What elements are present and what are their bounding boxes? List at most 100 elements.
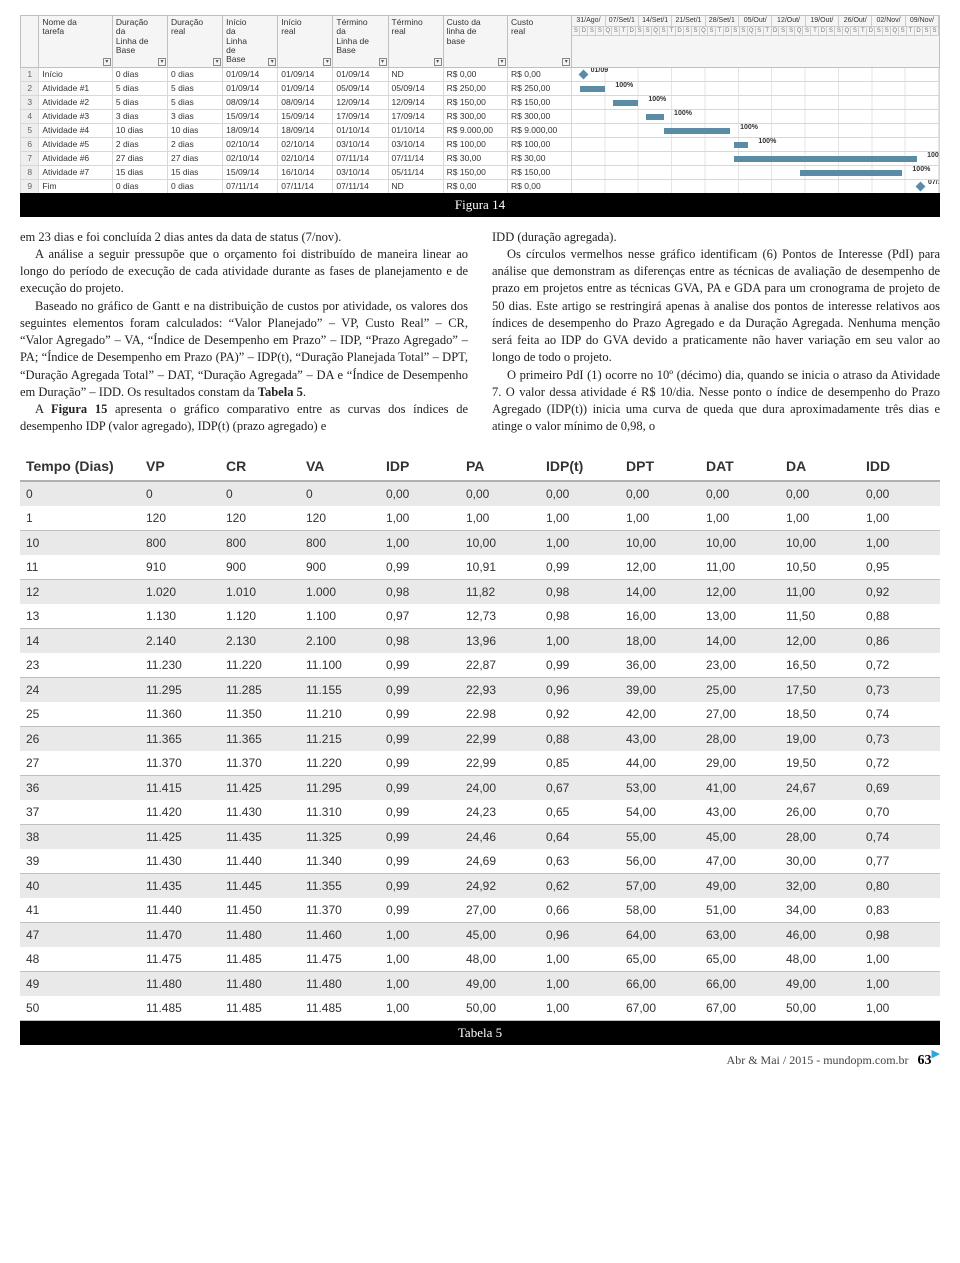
table5-header: IDP bbox=[380, 450, 460, 481]
row-number: 7 bbox=[21, 151, 39, 165]
row-number: 1 bbox=[21, 67, 39, 81]
gantt-header[interactable]: TérminodaLinha deBase▾ bbox=[333, 16, 388, 68]
body-paragraph: A Figura 15 apresenta o gráfico comparat… bbox=[20, 401, 468, 436]
gantt-header[interactable]: Custoreal▾ bbox=[507, 16, 571, 68]
footer-text: Abr & Mai / 2015 - mundopm.com.br bbox=[727, 1053, 909, 1067]
gantt-bar: 100% bbox=[646, 114, 664, 120]
table5-header: IDD bbox=[860, 450, 940, 481]
row-number: 4 bbox=[21, 109, 39, 123]
gantt-bar-cell: 100% bbox=[572, 123, 940, 137]
gantt-chart: Nome datarefa▾DuraçãodaLinha deBase▾Dura… bbox=[20, 15, 940, 194]
gantt-bar-cell: 100% bbox=[572, 95, 940, 109]
filter-icon[interactable]: ▾ bbox=[434, 58, 442, 66]
table-row: 4111.44011.45011.3700,9927,000,6658,0051… bbox=[20, 898, 940, 923]
task-name: Atividade #6 bbox=[39, 151, 113, 165]
gantt-bar: 100% bbox=[734, 156, 917, 162]
gantt-bar-cell: 100% bbox=[572, 81, 940, 95]
gantt-bar-cell: 100% bbox=[572, 109, 940, 123]
table5-header: Tempo (Dias) bbox=[20, 450, 140, 481]
gantt-bar: 100% bbox=[664, 128, 730, 134]
gantt-header[interactable]: Términoreal▾ bbox=[388, 16, 443, 68]
table5-header: IDP(t) bbox=[540, 450, 620, 481]
gantt-bar: 100% bbox=[580, 86, 606, 92]
gantt-header[interactable]: Duraçãoreal▾ bbox=[168, 16, 223, 68]
page-footer: Abr & Mai / 2015 - mundopm.com.br 63 bbox=[20, 1053, 940, 1069]
filter-icon[interactable]: ▾ bbox=[268, 58, 276, 66]
row-number: 6 bbox=[21, 137, 39, 151]
row-number: 2 bbox=[21, 81, 39, 95]
tabela-5: Tempo (Dias)VPCRVAIDPPAIDP(t)DPTDATDAIDD… bbox=[20, 450, 940, 1021]
table-row: 3811.42511.43511.3250,9924,460,6455,0045… bbox=[20, 824, 940, 849]
task-name: Atividade #1 bbox=[39, 81, 113, 95]
table5-header: PA bbox=[460, 450, 540, 481]
table-row: 4811.47511.48511.4751,0048,001,0065,0065… bbox=[20, 947, 940, 972]
gantt-header[interactable] bbox=[21, 16, 39, 68]
task-name: Atividade #7 bbox=[39, 165, 113, 179]
task-name: Atividade #3 bbox=[39, 109, 113, 123]
milestone-label: 07/11 bbox=[928, 179, 940, 186]
filter-icon[interactable]: ▾ bbox=[498, 58, 506, 66]
table-row: 119109009000,9910,910,9912,0011,0010,500… bbox=[20, 555, 940, 580]
page-number: 63 bbox=[918, 1053, 932, 1068]
gantt-bar: 100% bbox=[613, 100, 639, 106]
table-row: 142.1402.1302.1000,9813,961,0018,0014,00… bbox=[20, 628, 940, 653]
body-paragraph: A análise a seguir pressupõe que o orçam… bbox=[20, 246, 468, 298]
table-row: 121.0201.0101.0000,9811,820,9814,0012,00… bbox=[20, 579, 940, 604]
body-paragraph: Baseado no gráfico de Gantt e na distrib… bbox=[20, 298, 468, 402]
table-row: 2311.23011.22011.1000,9922,870,9936,0023… bbox=[20, 653, 940, 678]
table-row: 108008008001,0010,001,0010,0010,0010,001… bbox=[20, 530, 940, 555]
body-paragraph: IDD (duração agregada). bbox=[492, 229, 940, 246]
task-name: Atividade #2 bbox=[39, 95, 113, 109]
table-row: 131.1301.1201.1000,9712,730,9816,0013,00… bbox=[20, 604, 940, 629]
table-row: 2611.36511.36511.2150,9922,990,8843,0028… bbox=[20, 726, 940, 751]
gantt-header[interactable]: Inícioreal▾ bbox=[278, 16, 333, 68]
filter-icon[interactable]: ▾ bbox=[213, 58, 221, 66]
row-number: 8 bbox=[21, 165, 39, 179]
table5-header: VP bbox=[140, 450, 220, 481]
gantt-header[interactable]: IníciodaLinhadeBase▾ bbox=[223, 16, 278, 68]
row-number: 9 bbox=[21, 179, 39, 193]
article-body: em 23 dias e foi concluída 2 dias antes … bbox=[20, 229, 940, 436]
filter-icon[interactable]: ▾ bbox=[562, 58, 570, 66]
milestone-label: 01/09 bbox=[591, 67, 609, 74]
gantt-bar-cell: 100% bbox=[572, 165, 940, 179]
gantt-bar-cell: 01/09 bbox=[572, 67, 940, 81]
gantt-bar: 100% bbox=[800, 170, 903, 176]
next-page-icon: ▶ bbox=[932, 1047, 940, 1060]
row-number: 3 bbox=[21, 95, 39, 109]
figure-caption: Figura 14 bbox=[20, 193, 940, 217]
gantt-bar: 100% bbox=[734, 142, 749, 148]
table-row: 00000,000,000,000,000,000,000,00 bbox=[20, 481, 940, 506]
filter-icon[interactable]: ▾ bbox=[323, 58, 331, 66]
task-name: Início bbox=[39, 67, 113, 81]
table5-header: DPT bbox=[620, 450, 700, 481]
table-row: 3911.43011.44011.3400,9924,690,6356,0047… bbox=[20, 849, 940, 874]
task-name: Fim bbox=[39, 179, 113, 193]
table-caption: Tabela 5 bbox=[20, 1021, 940, 1045]
table-row: 2711.37011.37011.2200,9922,990,8544,0029… bbox=[20, 751, 940, 776]
filter-icon[interactable]: ▾ bbox=[379, 58, 387, 66]
gantt-bar-cell: 100% bbox=[572, 137, 940, 151]
table5-header: CR bbox=[220, 450, 300, 481]
body-paragraph: O primeiro PdI (1) ocorre no 10º (décimo… bbox=[492, 367, 940, 436]
gantt-bar-cell: 100% bbox=[572, 151, 940, 165]
gantt-header[interactable]: Nome datarefa▾ bbox=[39, 16, 113, 68]
gantt-header[interactable]: DuraçãodaLinha deBase▾ bbox=[112, 16, 167, 68]
filter-icon[interactable]: ▾ bbox=[158, 58, 166, 66]
table-row: 2411.29511.28511.1550,9922,930,9639,0025… bbox=[20, 677, 940, 702]
task-name: Atividade #5 bbox=[39, 137, 113, 151]
table-row: 3711.42011.43011.3100,9924,230,6554,0043… bbox=[20, 800, 940, 825]
table5-header: DA bbox=[780, 450, 860, 481]
table-row: 5011.48511.48511.4851,0050,001,0067,0067… bbox=[20, 996, 940, 1021]
row-number: 5 bbox=[21, 123, 39, 137]
gantt-header[interactable]: Custo dalinha debase▾ bbox=[443, 16, 507, 68]
table5-header: VA bbox=[300, 450, 380, 481]
table-row: 4711.47011.48011.4601,0045,000,9664,0063… bbox=[20, 922, 940, 947]
body-paragraph: em 23 dias e foi concluída 2 dias antes … bbox=[20, 229, 468, 246]
table-row: 4011.43511.44511.3550,9924,920,6257,0049… bbox=[20, 873, 940, 898]
table-row: 4911.48011.48011.4801,0049,001,0066,0066… bbox=[20, 971, 940, 996]
task-name: Atividade #4 bbox=[39, 123, 113, 137]
filter-icon[interactable]: ▾ bbox=[103, 58, 111, 66]
gantt-timeline-header: 31/Ago/07/Set/114/Set/121/Set/128/Set/10… bbox=[572, 16, 940, 68]
table-row: 11201201201,001,001,001,001,001,001,00 bbox=[20, 506, 940, 531]
